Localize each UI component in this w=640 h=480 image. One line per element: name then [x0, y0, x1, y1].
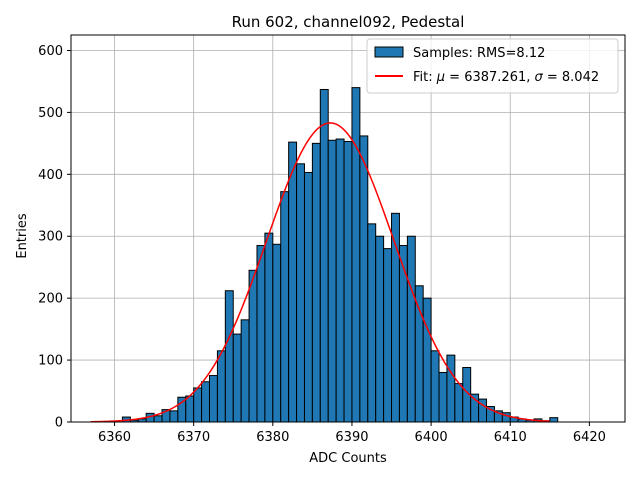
histogram-bar [375, 235, 385, 423]
histogram-bar [335, 138, 345, 423]
x-tick-label: 6380 [256, 430, 289, 445]
x-axis-ticks: 6360 6370 6380 6390 6400 6410 6420 [98, 422, 606, 445]
legend-fit-label: Fit: μ = 6387.261, σ = 8.042 [413, 70, 599, 85]
histogram-bar [224, 290, 234, 423]
x-tick-label: 6360 [98, 430, 131, 445]
histogram-bar [359, 135, 369, 423]
histogram-bar [280, 191, 290, 423]
histogram-bar [264, 232, 274, 423]
histogram-bar [406, 235, 416, 423]
y-axis-ticks: 0 100 200 300 400 500 600 [38, 44, 71, 431]
histogram-bar [446, 354, 456, 423]
histogram-bar [201, 381, 210, 423]
histogram-bar [422, 297, 432, 423]
histogram-bar [296, 163, 305, 423]
histogram-bar [311, 142, 321, 423]
legend-histogram-swatch [374, 46, 404, 58]
histogram-bar [383, 248, 393, 423]
histogram-bar [319, 88, 329, 423]
histogram-bar [185, 395, 195, 423]
histogram-bar [327, 139, 337, 423]
histogram-bar [438, 371, 448, 423]
y-tick-label: 200 [38, 292, 63, 307]
histogram-bar [169, 410, 179, 423]
histogram-bar [454, 383, 464, 423]
fit-curve [90, 122, 550, 423]
histogram-bar [256, 245, 266, 423]
histogram-bar [232, 333, 242, 423]
histogram-bar [351, 87, 361, 423]
x-tick-label: 6400 [415, 430, 448, 445]
histogram-bar [303, 171, 313, 423]
chart-title: Run 602, channel092, Pedestal [232, 13, 465, 31]
histogram-bar [153, 415, 163, 423]
histogram-bar [272, 243, 282, 423]
histogram-bar [549, 417, 559, 423]
x-tick-label: 6420 [573, 430, 606, 445]
y-tick-label: 600 [38, 44, 63, 59]
legend-box [366, 38, 619, 94]
x-axis-label: ADC Counts [309, 451, 387, 466]
legend: Samples: RMS=8.12 Fit: μ = 6387.261, σ =… [366, 38, 619, 94]
histogram-bar [240, 319, 250, 423]
histogram-bar [288, 141, 298, 423]
legend-histogram-label: Samples: RMS=8.12 [413, 46, 545, 61]
x-tick-label: 6410 [494, 430, 527, 445]
y-axis-label: Entries [15, 213, 30, 259]
y-tick-label: 100 [38, 354, 63, 369]
histogram-bar [216, 350, 226, 423]
histogram-bar [367, 223, 377, 423]
y-tick-label: 300 [38, 230, 63, 245]
histogram-bar [430, 350, 440, 423]
y-tick-label: 0 [55, 416, 63, 431]
histogram-bar [248, 269, 258, 423]
histogram-bar [193, 387, 203, 423]
x-tick-label: 6370 [177, 430, 210, 445]
x-tick-label: 6390 [335, 430, 368, 445]
histogram-bar [209, 375, 218, 423]
histogram-bar [414, 285, 424, 423]
histogram-bar [343, 141, 353, 423]
y-tick-label: 400 [38, 168, 63, 183]
plot-frame [70, 34, 626, 423]
y-tick-label: 500 [38, 106, 63, 121]
histogram-bar [398, 245, 408, 423]
